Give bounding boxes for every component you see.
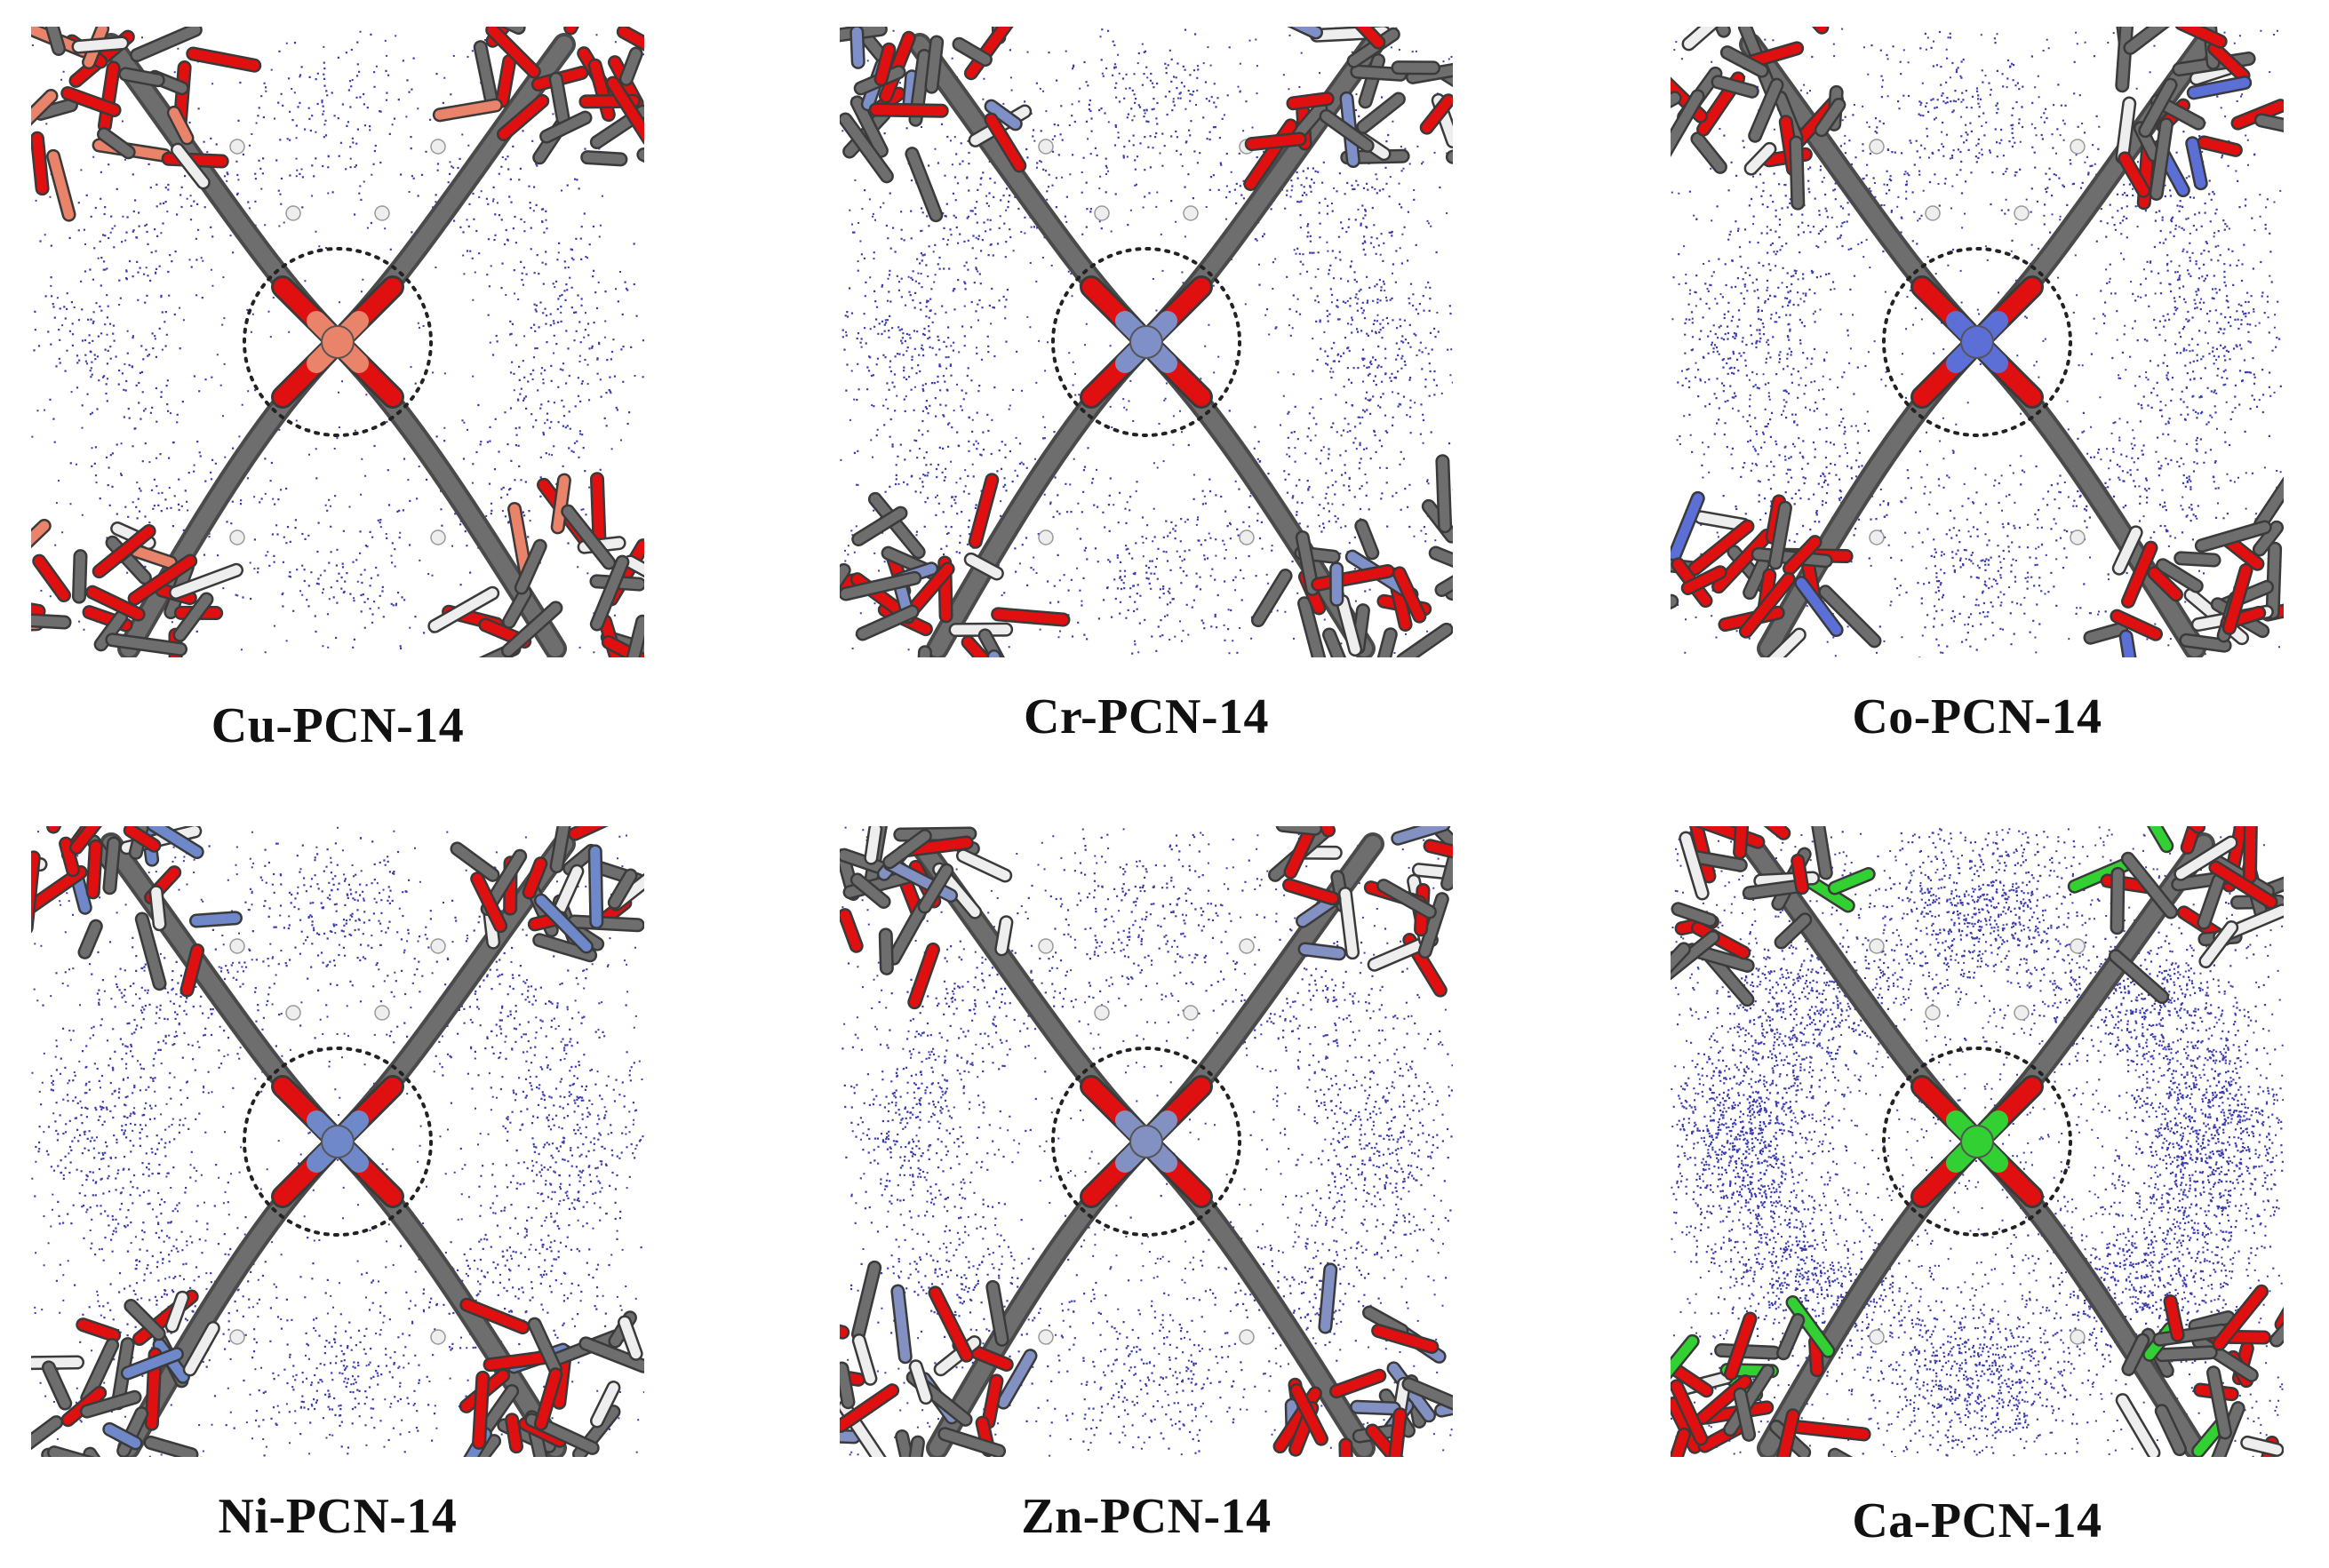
- caption-cr-pcn-14: Cr-PCN-14: [1023, 689, 1270, 744]
- caption-ni-pcn-14: Ni-PCN-14: [218, 1489, 458, 1544]
- corner-cluster: [1268, 826, 1453, 998]
- corner-cluster: [31, 826, 243, 998]
- corner-cluster: [2083, 476, 2284, 657]
- panel-ni-pcn-14: [31, 826, 644, 1457]
- corner-cluster: [2115, 1284, 2284, 1457]
- panel-zn-pcn-14: [840, 826, 1453, 1457]
- corner-cluster: [31, 27, 262, 222]
- metal-node: [271, 275, 404, 409]
- corner-cluster: [1671, 490, 1882, 657]
- corner-cluster: [1272, 1262, 1453, 1457]
- structure-image-cu: [31, 27, 644, 657]
- metal-node: [1080, 275, 1213, 409]
- panel-cu-pcn-14: [31, 27, 644, 657]
- caption-zn-pcn-14: Zn-PCN-14: [1021, 1489, 1272, 1544]
- corner-cluster: [1671, 1295, 1871, 1457]
- structure-image-ca: [1671, 826, 2284, 1457]
- metal-node: [1910, 1075, 2044, 1208]
- highlight-circle: [1051, 1047, 1241, 1237]
- panel-cr-pcn-14: [840, 27, 1453, 657]
- structure-image-cr: [840, 27, 1453, 657]
- corner-cluster: [840, 473, 1071, 657]
- corner-cluster: [31, 518, 244, 657]
- corner-cluster: [427, 472, 644, 657]
- corner-cluster: [31, 1289, 220, 1457]
- structure-image-zn: [840, 826, 1453, 1457]
- structure-image-co: [1671, 27, 2284, 657]
- corner-cluster: [840, 27, 1033, 223]
- caption-cu-pcn-14: Cu-PCN-14: [211, 698, 465, 753]
- corner-cluster: [2115, 27, 2284, 211]
- corner-cluster: [432, 27, 644, 167]
- structure-image-ni: [31, 826, 644, 1457]
- highlight-circle: [1051, 247, 1241, 437]
- corner-cluster: [840, 1260, 1038, 1457]
- corner-cluster: [1671, 826, 1876, 1007]
- highlight-circle: [243, 1047, 433, 1237]
- caption-ca-pcn-14: Ca-PCN-14: [1852, 1493, 2102, 1548]
- corner-cluster: [1243, 27, 1453, 192]
- metal-node: [1910, 275, 2044, 409]
- highlight-circle: [1882, 1047, 2072, 1237]
- metal-node: [271, 1075, 404, 1208]
- corner-cluster: [1671, 27, 1846, 211]
- adsorbate-points: [840, 826, 1453, 1457]
- corner-cluster: [840, 826, 1014, 1010]
- corner-cluster: [450, 826, 644, 963]
- panel-ca-pcn-14: [1671, 826, 2284, 1457]
- corner-cluster: [459, 1297, 644, 1457]
- caption-co-pcn-14: Co-PCN-14: [1852, 689, 2102, 744]
- corner-cluster: [2067, 826, 2284, 1005]
- corner-cluster: [1250, 454, 1453, 657]
- panel-co-pcn-14: [1671, 27, 2284, 657]
- metal-node: [1080, 1075, 1213, 1208]
- highlight-circle: [243, 247, 433, 437]
- highlight-circle: [1882, 247, 2072, 437]
